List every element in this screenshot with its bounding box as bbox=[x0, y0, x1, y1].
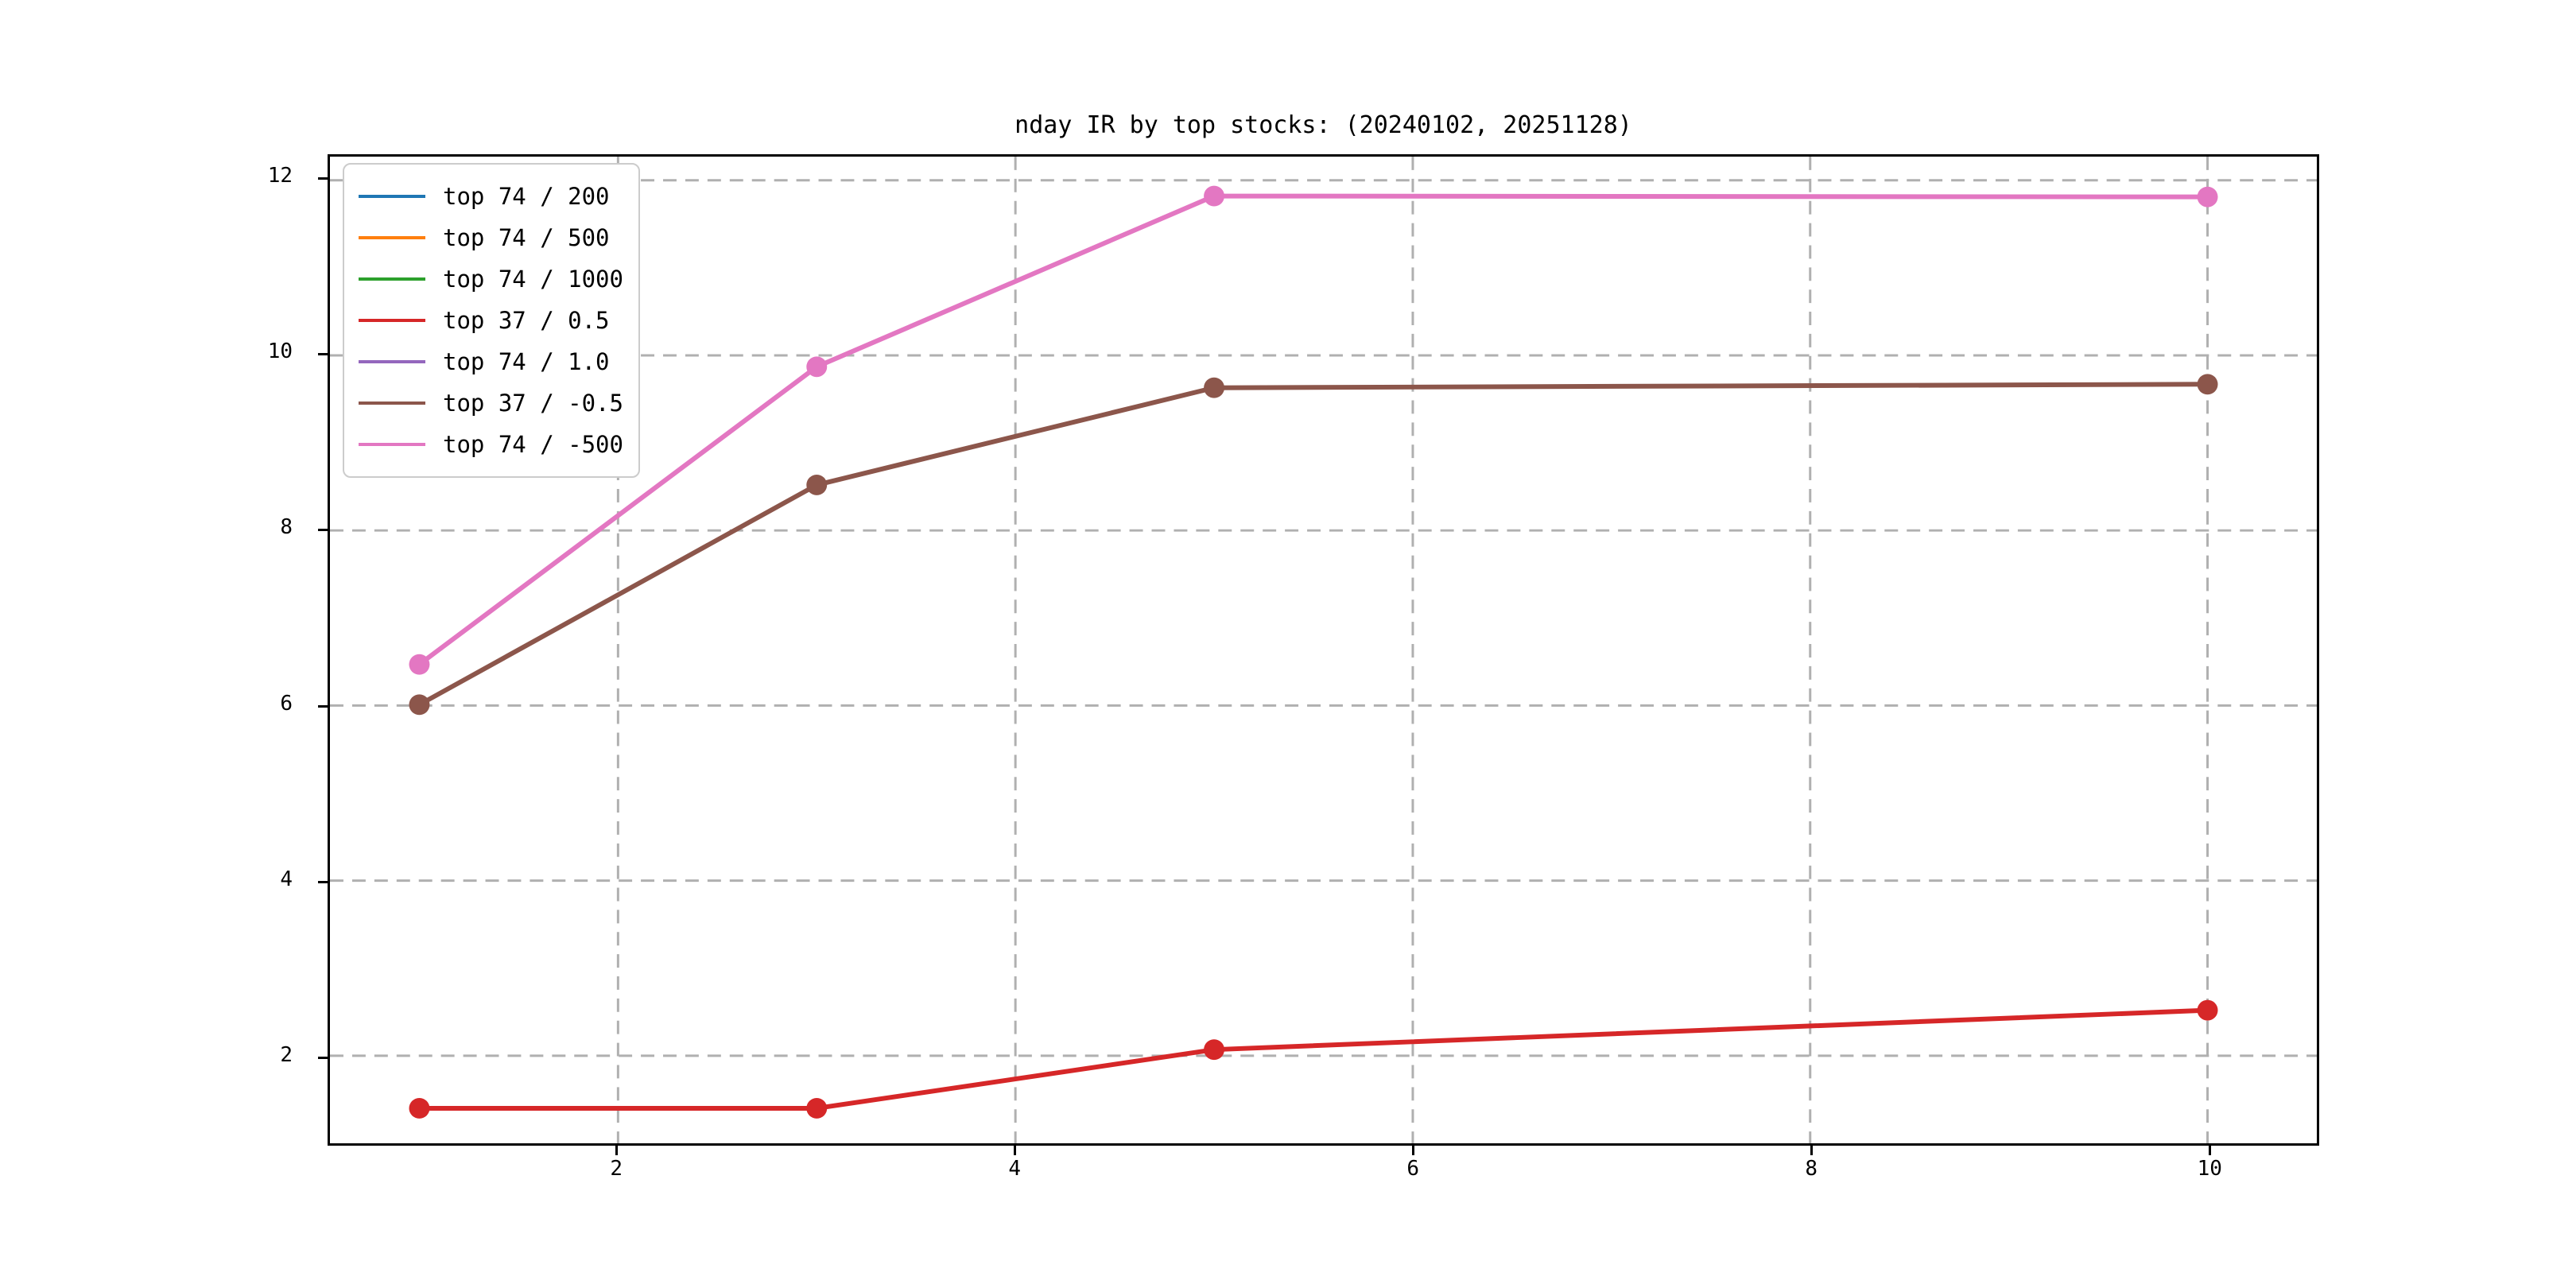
legend-item[interactable]: top 74 / 200 bbox=[344, 176, 638, 217]
y-tick-mark bbox=[318, 704, 328, 708]
x-tick-mark bbox=[1014, 1146, 1017, 1155]
data-series-layer bbox=[409, 185, 2218, 1119]
series-marker bbox=[1204, 1039, 1225, 1061]
legend-item-label: top 74 / 1.0 bbox=[443, 347, 610, 375]
x-tick-label: 8 bbox=[1805, 1157, 1818, 1181]
x-tick-label: 10 bbox=[2197, 1157, 2222, 1181]
legend-color-swatch bbox=[359, 195, 425, 198]
legend[interactable]: top 74 / 200 top 74 / 500 top 74 / 1000 top… bbox=[343, 163, 640, 478]
y-tick-label: 4 bbox=[280, 867, 293, 892]
legend-item-label: top 74 / 200 bbox=[443, 182, 610, 210]
legend-color-swatch bbox=[359, 277, 425, 281]
series-marker bbox=[806, 1098, 828, 1119]
legend-item-label: top 37 / 0.5 bbox=[443, 306, 610, 334]
legend-item[interactable]: top 37 / 0.5 bbox=[344, 300, 638, 341]
legend-item-label: top 74 / -500 bbox=[443, 430, 623, 458]
chart-title: nday IR by top stocks: (20240102, 202511… bbox=[1014, 111, 1632, 139]
y-tick-mark bbox=[318, 177, 328, 180]
series-line bbox=[417, 382, 2210, 708]
series-marker bbox=[2197, 374, 2218, 395]
legend-item[interactable]: top 74 / -500 bbox=[344, 424, 638, 465]
series-marker bbox=[806, 474, 828, 495]
legend-color-swatch bbox=[359, 236, 425, 239]
y-tick-mark bbox=[318, 881, 328, 884]
legend-item-label: top 37 / -0.5 bbox=[443, 389, 623, 417]
legend-item-label: top 74 / 1000 bbox=[443, 265, 623, 293]
x-tick-label: 6 bbox=[1406, 1157, 1420, 1181]
series-marker bbox=[409, 654, 430, 675]
x-tick-mark bbox=[1810, 1146, 1814, 1155]
y-tick-label: 8 bbox=[280, 515, 293, 540]
series-line bbox=[417, 1007, 2210, 1111]
y-tick-mark bbox=[318, 1057, 328, 1060]
legend-item-label: top 74 / 500 bbox=[443, 223, 610, 251]
y-tick-label: 10 bbox=[267, 339, 293, 364]
legend-item[interactable]: top 74 / 1000 bbox=[344, 258, 638, 300]
series-marker bbox=[1204, 377, 1225, 398]
series-line bbox=[417, 193, 2210, 667]
legend-color-swatch bbox=[359, 402, 425, 405]
legend-color-swatch bbox=[359, 360, 425, 363]
series-marker bbox=[409, 694, 430, 716]
plot-area bbox=[328, 154, 2319, 1146]
series-marker bbox=[1204, 185, 1225, 207]
y-tick-label: 12 bbox=[267, 163, 293, 188]
legend-item[interactable]: top 37 / -0.5 bbox=[344, 382, 638, 424]
series-marker bbox=[409, 1098, 430, 1119]
x-tick-mark bbox=[1412, 1146, 1415, 1155]
legend-item[interactable]: top 74 / 500 bbox=[344, 217, 638, 258]
y-tick-label: 2 bbox=[280, 1043, 293, 1068]
x-tick-mark bbox=[615, 1146, 619, 1155]
x-tick-mark bbox=[2209, 1146, 2212, 1155]
legend-color-swatch bbox=[359, 443, 425, 446]
series-marker bbox=[2197, 999, 2218, 1021]
x-tick-label: 2 bbox=[610, 1157, 623, 1181]
y-tick-label: 6 bbox=[280, 691, 293, 716]
y-tick-mark bbox=[318, 353, 328, 356]
series-marker bbox=[806, 356, 828, 378]
series-marker bbox=[2197, 186, 2218, 208]
legend-color-swatch bbox=[359, 319, 425, 322]
x-tick-label: 4 bbox=[1008, 1157, 1022, 1181]
y-tick-mark bbox=[318, 529, 328, 532]
legend-item[interactable]: top 74 / 1.0 bbox=[344, 341, 638, 382]
